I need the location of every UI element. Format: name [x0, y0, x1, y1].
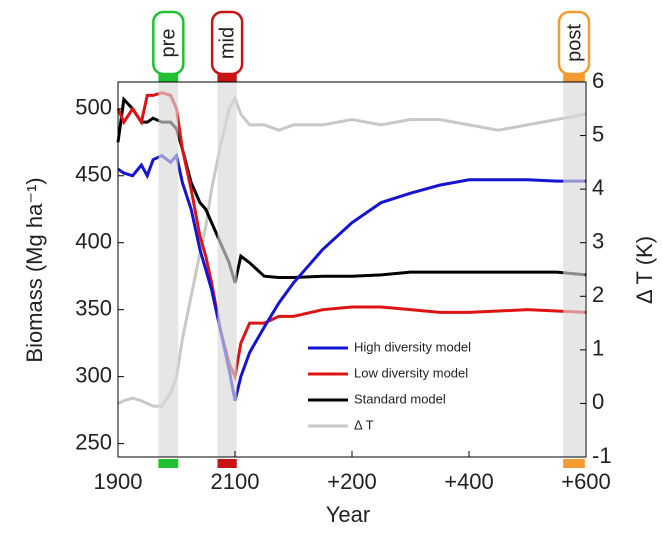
period-band: [563, 82, 585, 457]
period-box: [152, 10, 185, 76]
y-tick-label: 300: [75, 362, 112, 387]
period-label: post: [563, 24, 585, 62]
x-tick-label: +400: [444, 469, 494, 494]
y-tick-label: 350: [75, 295, 112, 320]
y-tick-label: 500: [75, 95, 112, 120]
y-axis-label: Biomass (Mg ha⁻¹): [22, 177, 47, 362]
period-bar-bottom: [158, 459, 179, 468]
period-label: mid: [216, 27, 238, 59]
legend-label: Low diversity model: [354, 365, 468, 380]
legend-label: Δ T: [354, 417, 374, 432]
x-tick-label: 2100: [211, 469, 260, 494]
period-label: pre: [158, 29, 180, 58]
period-bar-bottom: [563, 459, 585, 468]
period-band: [158, 82, 179, 457]
period-band: [217, 82, 237, 457]
y2-tick-label: 5: [592, 121, 604, 146]
x-axis-label: Year: [326, 502, 370, 527]
y2-tick-label: 2: [592, 282, 604, 307]
y2-tick-label: 4: [592, 175, 604, 200]
y2-tick-label: 6: [592, 68, 604, 93]
x-tick-label: +200: [327, 469, 377, 494]
period-bar-top: [217, 74, 237, 82]
data-line: [117, 94, 587, 408]
y2-tick-label: 1: [592, 336, 604, 361]
x-tick-label: 1900: [94, 469, 143, 494]
y-tick-label: 450: [75, 162, 112, 187]
y-tick-label: 250: [75, 429, 112, 454]
y2-tick-label: 3: [592, 229, 604, 254]
plot-frame: [117, 81, 587, 458]
legend-label: High diversity model: [354, 339, 471, 354]
period-box: [557, 10, 591, 76]
y2-axis-label: Δ T (K): [632, 236, 657, 304]
x-tick-label: +600: [561, 469, 611, 494]
y-tick-label: 400: [75, 229, 112, 254]
period-bar-top: [158, 74, 179, 82]
y2-tick-label: 0: [592, 389, 604, 414]
data-line: [117, 152, 586, 402]
data-line: [116, 91, 587, 382]
period-bar-top: [563, 74, 585, 82]
period-box: [210, 10, 244, 76]
y2-tick-label: -1: [592, 443, 612, 468]
period-bar-bottom: [217, 459, 237, 468]
legend-label: Standard model: [354, 391, 446, 406]
